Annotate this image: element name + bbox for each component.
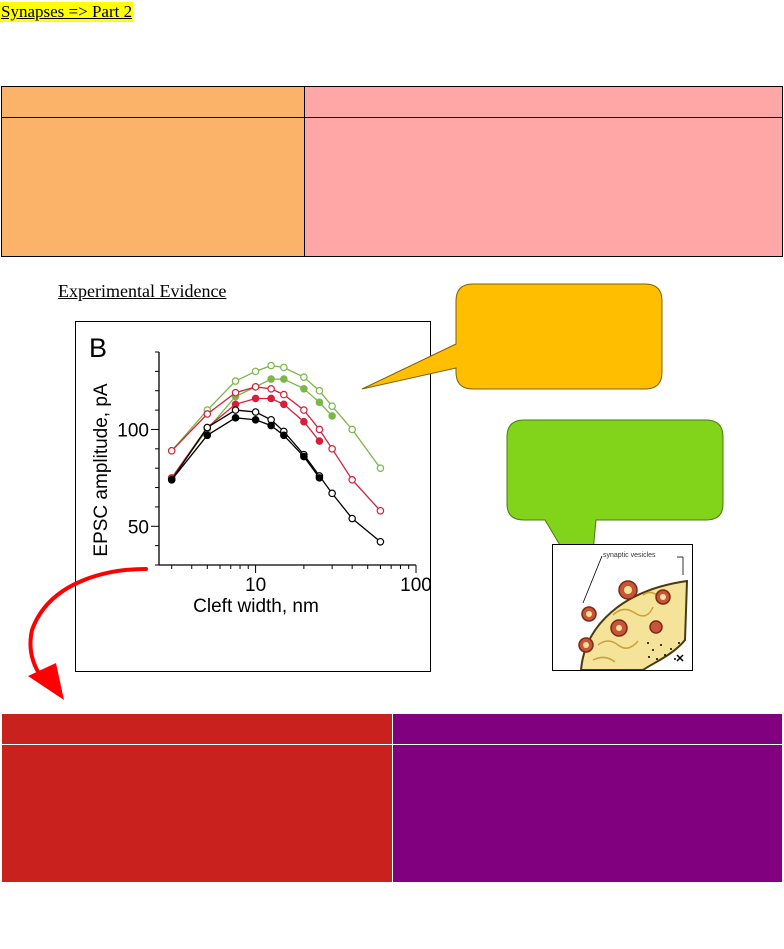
chart-x-tick-label: 10 xyxy=(245,575,266,596)
chart-point xyxy=(267,375,275,383)
top-table-body-cell-1[interactable] xyxy=(1,117,305,257)
synaptic-vesicles-label: synaptic vesicles xyxy=(603,552,656,559)
chart-point xyxy=(315,386,324,395)
chart-point xyxy=(315,437,324,445)
chart-point xyxy=(280,431,288,440)
bottom-table xyxy=(1,713,783,883)
red-curved-arrow xyxy=(28,567,148,700)
chart-point xyxy=(231,388,240,397)
chart-point xyxy=(280,375,288,383)
chart-point xyxy=(315,398,324,407)
chart-point xyxy=(280,400,288,409)
synaptic-vesicle-illustration: synaptic vesicles xyxy=(578,552,689,671)
chart-point xyxy=(315,425,324,434)
chart-point xyxy=(251,415,260,424)
chart-series-line-4 xyxy=(171,397,320,479)
chart-series-line-3 xyxy=(171,386,381,512)
top-table xyxy=(1,86,783,257)
chart-point xyxy=(267,394,275,403)
chart-point xyxy=(167,476,176,484)
chart-point xyxy=(251,394,260,403)
chart-panel-label: B xyxy=(89,333,107,363)
arrow-head-icon xyxy=(28,663,64,700)
chart-point xyxy=(300,417,308,426)
chart-point xyxy=(328,489,336,498)
chart-point xyxy=(280,363,288,372)
synaptic-vesicle-diagram: synaptic vesicles xyxy=(552,544,693,671)
chart-point xyxy=(348,514,356,523)
bottom-table-body-cell-2[interactable] xyxy=(392,744,783,883)
chart-point xyxy=(231,406,240,414)
chart-point xyxy=(267,384,275,393)
top-table-header-cell-1[interactable] xyxy=(1,86,305,118)
chart-series xyxy=(167,361,385,546)
bottom-table-header-cell-2[interactable] xyxy=(392,713,783,745)
chart-point xyxy=(251,383,260,391)
chart-point xyxy=(300,452,308,461)
epsc-chart: B 10 100 50 100 Cleft width, nm EPSC amplit… xyxy=(89,333,432,617)
chart-point xyxy=(231,377,240,385)
section-heading: Experimental Evidence xyxy=(58,281,227,301)
chart-point xyxy=(376,537,385,546)
top-table-header-cell-2[interactable] xyxy=(304,86,783,118)
chart-point xyxy=(328,445,336,453)
top-table-body-cell-2[interactable] xyxy=(304,117,783,257)
chart-point xyxy=(300,406,308,414)
chart-point xyxy=(376,464,385,472)
chart-y-tick-label: 50 xyxy=(128,517,149,538)
chart-point xyxy=(328,402,336,411)
chart-point xyxy=(267,421,275,430)
chart-series-line-6 xyxy=(171,417,320,481)
chart-point xyxy=(348,476,356,484)
page-title: Synapses => Part 2 xyxy=(0,2,134,22)
chart-point xyxy=(280,390,288,399)
chart-point xyxy=(167,446,176,455)
chart-y-axis-label: EPSC amplitude, pA xyxy=(91,383,112,557)
chart-point xyxy=(251,408,260,416)
bottom-table-header-cell-1[interactable] xyxy=(1,713,393,745)
chart-point xyxy=(203,431,212,440)
orange-callout-bubble[interactable] xyxy=(361,283,663,390)
chart-point xyxy=(203,410,212,418)
chart-x-axis-label: Cleft width, nm xyxy=(193,596,319,617)
chart-point xyxy=(376,506,385,515)
chart-point xyxy=(300,384,308,393)
chart-point xyxy=(315,474,324,482)
chart-point xyxy=(328,412,336,420)
chart-y-tick-label: 100 xyxy=(117,420,149,441)
chart-point xyxy=(251,367,260,376)
chart-axes: 10 100 50 100 xyxy=(117,351,432,596)
chart-point xyxy=(348,425,356,434)
orange-callout[interactable] xyxy=(355,278,675,403)
bottom-table-body-cell-1[interactable] xyxy=(1,744,393,883)
chart-point xyxy=(203,423,212,432)
chart-point xyxy=(300,373,308,381)
chart-point xyxy=(267,361,275,370)
chart-series-line-1 xyxy=(171,364,381,469)
chart-point xyxy=(231,414,240,422)
chart-x-tick-label: 100 xyxy=(400,575,430,596)
epsc-chart-frame: B 10 100 50 100 Cleft width, nm EPSC amplit… xyxy=(75,321,432,672)
